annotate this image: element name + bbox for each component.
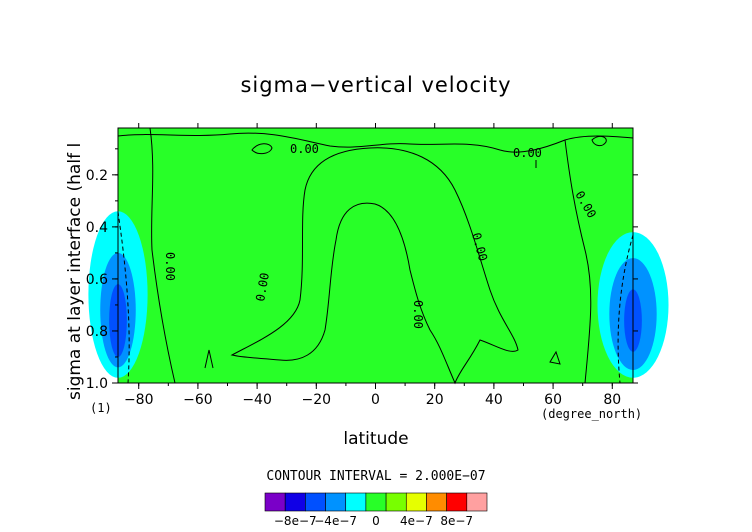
y-tick-label: 0.2 <box>86 168 108 184</box>
colorbar-swatch <box>264 492 286 512</box>
contour-label: 0.00 <box>163 252 177 281</box>
y-tick-label: 1.0 <box>86 376 108 392</box>
zero-contour-left-column <box>149 127 176 384</box>
colorbar-swatch <box>305 492 326 512</box>
dashed-contour-left <box>117 211 130 384</box>
contour-lines <box>117 127 634 385</box>
y-tick-label: 0.8 <box>86 324 108 340</box>
zero-contour-bottom-right <box>549 350 561 365</box>
colorbar-tick-label: −8e−7 <box>274 514 317 528</box>
colorbar-swatch <box>284 492 306 512</box>
y-axis-label: sigma at layer interface (half l <box>65 143 85 400</box>
zero-contour-right-column <box>564 139 592 384</box>
x-tick-label: 60 <box>544 392 562 408</box>
colorbar-swatch <box>365 492 387 512</box>
x-tick-label: −20 <box>302 392 332 408</box>
y-tick-label: 0.4 <box>86 220 108 236</box>
contour-label: 0.00 <box>253 272 272 303</box>
plot-area: 0.00 0.00 0.00 0.00 0.00 0.00 0.00 <box>88 127 669 385</box>
x-tick-label: 20 <box>426 392 444 408</box>
colorbar-tick-label: −4e−7 <box>314 514 357 528</box>
contour-label: 0.00 <box>290 142 319 156</box>
contour-interval: CONTOUR INTERVAL = 2.000E−07 <box>266 469 485 484</box>
x-tick-label: 0 <box>371 392 380 408</box>
colorbar-swatch <box>446 492 468 512</box>
x-tick-label: 80 <box>603 392 621 408</box>
x-tick-label: 40 <box>485 392 503 408</box>
zero-contour-outer-arch <box>230 147 519 385</box>
colorbar-swatch <box>345 492 367 512</box>
x-axis: −80 −60 −40 −20 0 20 40 60 80 <box>124 123 621 408</box>
x-axis-unit: (degree_north) <box>541 407 642 421</box>
colorbar-tick-labels: −8e−7−4e−7 0 4e−7 8e−7 <box>274 514 473 528</box>
zero-contour-top-patch <box>251 143 273 155</box>
contour-label: 0.00 <box>411 300 425 329</box>
dashed-contour-right <box>617 234 634 384</box>
zero-contour-bottom-left <box>204 349 214 369</box>
contour-label: 0.00 <box>513 146 542 160</box>
zero-contour-top-patch-2 <box>591 135 607 147</box>
x-tick-label: −40 <box>242 392 272 408</box>
colorbar-tick-label: 8e−7 <box>440 514 473 528</box>
x-axis-label: latitude <box>343 429 408 449</box>
colorbar-tick-label: 0 <box>372 514 380 528</box>
colorbar-swatch <box>405 492 427 512</box>
colorbar-tick-label: 4e−7 <box>400 514 433 528</box>
plot-background <box>118 128 633 383</box>
x-tick-label: −60 <box>183 392 213 408</box>
chart-title: sigma−vertical velocity <box>240 73 511 97</box>
y-tick-label: 0.6 <box>86 272 108 288</box>
y-axis-unit: (1) <box>90 401 112 415</box>
colorbar <box>264 492 488 512</box>
colorbar-swatch <box>466 492 488 512</box>
colorbar-swatch <box>325 492 347 512</box>
y-axis: 0.2 0.4 0.6 0.8 1.0 <box>86 148 638 392</box>
x-tick-label: −80 <box>124 392 154 408</box>
colorbar-swatch <box>385 492 407 512</box>
colorbar-swatch <box>426 492 447 512</box>
